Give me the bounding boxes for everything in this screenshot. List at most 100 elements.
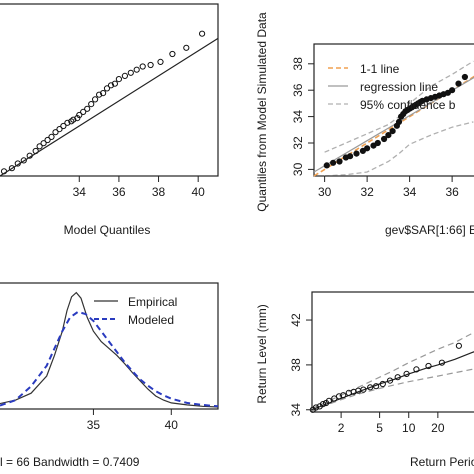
x-tick-label: 35: [87, 418, 101, 432]
data-point: [379, 380, 386, 388]
data-marks: [0, 291, 219, 408]
legend-label-confidence: 95% confidence b: [360, 98, 456, 112]
data-point: [438, 359, 445, 366]
legend-label-modeled: Modeled: [128, 313, 174, 327]
data-point: [425, 362, 432, 370]
panel-top-right: 30 32 34 36 30 32 34 36 38 gev$SAR[1:66] Empi Q…: [255, 12, 474, 237]
x-axis-label: gev$SAR[1:66] Empi: [385, 223, 474, 237]
confidence-band-lower: [324, 121, 474, 177]
data-point: [395, 118, 403, 126]
x-tick-label: 10: [402, 421, 416, 435]
y-axis-label: Quantiles from Model Simulated Data: [255, 12, 269, 212]
data-point: [336, 158, 343, 165]
x-tick-label: 40: [192, 185, 206, 199]
x-tick-label: 34: [403, 185, 417, 199]
data-marks: [309, 331, 474, 413]
plot-frame: [311, 291, 474, 413]
data-point: [373, 383, 380, 390]
y-tick-label: 32: [291, 136, 305, 150]
y-tick-label: 36: [291, 83, 305, 97]
data-point: [353, 150, 360, 157]
x-tick-label: 2: [338, 421, 345, 435]
data-point: [374, 139, 381, 147]
panel-bottom-right: 2 5 10 20 34 38 42 Return Perio Return Level …: [255, 291, 474, 469]
data-point: [36, 143, 43, 150]
x-tick-label: 36: [112, 185, 126, 199]
data-point: [121, 72, 129, 80]
x-axis-label: l = 66 Bandwidth = 0.7409: [0, 455, 140, 469]
series-line-series-2: [311, 331, 474, 410]
legend-label-empirical: Empirical: [128, 295, 177, 309]
data-point: [449, 87, 456, 94]
data-point: [60, 122, 67, 130]
data-point: [52, 129, 59, 136]
data-point: [461, 73, 468, 81]
series-line-empirical: [0, 291, 219, 408]
data-point: [96, 91, 103, 98]
x-tick-label: 32: [360, 185, 374, 199]
data-point: [44, 136, 51, 144]
data-point: [48, 133, 55, 140]
series-line-series-1: [311, 368, 474, 412]
data-point: [386, 377, 394, 384]
x-tick-label: 5: [376, 421, 383, 435]
data-point: [115, 76, 123, 83]
data-point: [330, 159, 337, 166]
data-point: [312, 404, 320, 411]
data-marks: [0, 30, 219, 177]
x-ticks: 30 32 34 36: [318, 176, 459, 199]
data-point: [360, 386, 367, 393]
data-point: [127, 69, 134, 76]
x-axis-label: Return Perio: [410, 455, 474, 469]
data-point: [100, 90, 107, 97]
data-marks: [313, 60, 474, 177]
x-axis-label: Model Quantiles: [64, 223, 151, 237]
data-point: [88, 101, 95, 108]
y-tick-label: 34: [289, 403, 303, 417]
series-line-series-1: [0, 37, 219, 177]
data-point: [183, 44, 190, 51]
data-point: [385, 132, 392, 139]
data-point: [111, 80, 119, 87]
x-tick-label: 40: [165, 418, 179, 432]
data-point: [84, 105, 91, 112]
y-ticks: 30 32 34 36 38: [291, 57, 314, 176]
data-point: [139, 63, 146, 70]
data-point: [347, 153, 354, 160]
data-point: [157, 58, 164, 66]
data-point: [76, 111, 83, 119]
y-tick-label: 38: [291, 57, 305, 71]
data-point: [199, 30, 206, 37]
x-ticks: 2 5 10 20: [338, 412, 445, 435]
y-ticks: 34 38 42: [289, 313, 312, 416]
x-tick-label: 30: [318, 185, 332, 199]
x-tick-label: 20: [431, 421, 445, 435]
data-point: [169, 50, 176, 58]
data-point: [70, 116, 77, 123]
legend: Empirical Modeled: [94, 295, 177, 327]
data-point: [92, 96, 99, 103]
y-axis-label: Return Level (mm): [255, 304, 269, 403]
legend-label-regression-line: regression line: [360, 80, 438, 94]
data-point: [133, 66, 140, 73]
data-point: [80, 108, 87, 116]
data-point: [323, 162, 330, 169]
data-point: [325, 397, 333, 404]
plot-frame: [0, 282, 219, 410]
data-point: [40, 140, 47, 147]
data-point: [389, 128, 396, 135]
x-ticks: 34 36 38 40: [73, 176, 206, 199]
data-point: [403, 370, 410, 377]
x-ticks: 35 40: [87, 409, 179, 432]
y-tick-label: 38: [289, 358, 303, 372]
x-tick-label: 34: [73, 185, 87, 199]
x-tick-label: 36: [445, 185, 459, 199]
data-point: [455, 80, 462, 87]
data-point: [413, 366, 420, 373]
data-point: [74, 115, 81, 122]
data-point: [370, 142, 377, 149]
data-point: [394, 374, 401, 381]
legend-label-1-1-line: 1-1 line: [360, 62, 400, 76]
data-point: [20, 157, 27, 164]
data-point: [56, 126, 63, 133]
